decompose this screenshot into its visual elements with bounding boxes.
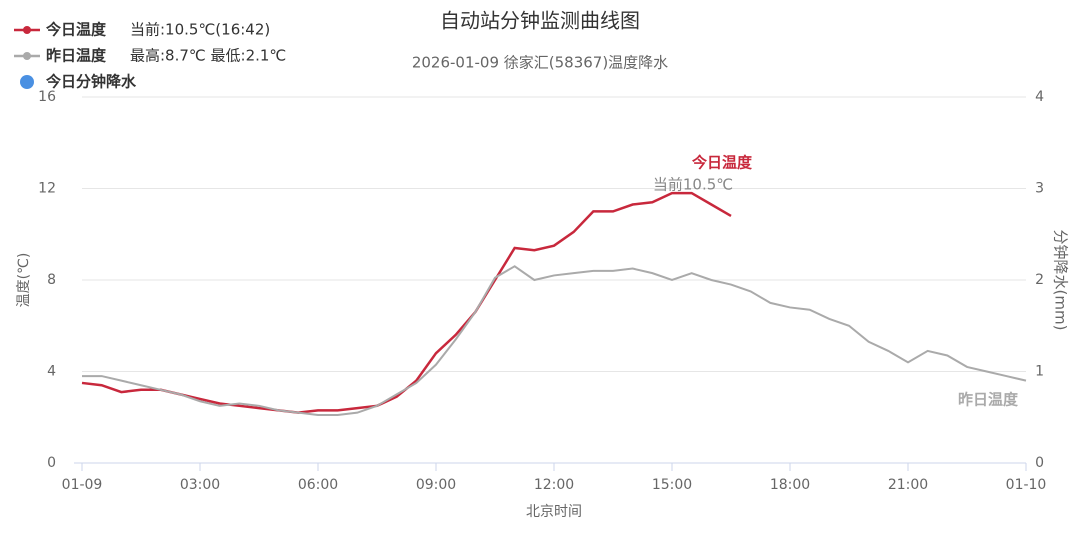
x-tick-label: 18:00	[770, 477, 810, 493]
x-tick-label: 09:00	[416, 477, 456, 493]
series-line	[82, 265, 1027, 416]
y2-tick-label: 3	[1035, 181, 1044, 197]
legend-note: 最高:8.7℃ 最低:2.1℃	[130, 47, 286, 65]
legend-label: 今日分钟降水	[45, 73, 137, 91]
y-tick-label: 4	[47, 364, 56, 380]
x-tick-label: 21:00	[888, 477, 928, 493]
y2-tick-label: 4	[1035, 89, 1044, 105]
x-tick-label: 06:00	[298, 477, 338, 493]
legend-marker	[20, 75, 34, 89]
annotation: 昨日温度	[958, 391, 1019, 409]
legend-marker	[23, 26, 31, 34]
chart-title: 自动站分钟监测曲线图	[440, 9, 640, 33]
y2-tick-label: 1	[1035, 364, 1044, 380]
x-tick-label: 12:00	[534, 477, 574, 493]
y-tick-label: 16	[38, 89, 56, 105]
series-line	[81, 191, 732, 414]
y-axis-label: 温度(℃)	[16, 253, 32, 308]
x-tick-label: 03:00	[180, 477, 220, 493]
x-tick-label: 01-10	[1006, 477, 1047, 493]
y-tick-label: 12	[38, 181, 56, 197]
annotation: 当前10.5℃	[653, 176, 733, 194]
x-tick-label: 15:00	[652, 477, 692, 493]
y-tick-label: 0	[47, 455, 56, 471]
legend-label: 今日温度	[45, 21, 107, 39]
x-tick-label: 01-09	[62, 477, 103, 493]
y2-tick-label: 0	[1035, 455, 1044, 471]
annotation: 今日温度	[691, 154, 753, 172]
y2-tick-label: 2	[1035, 272, 1044, 288]
x-axis-label: 北京时间	[526, 504, 582, 520]
legend-marker	[23, 52, 31, 60]
legend-note: 当前:10.5℃(16:42)	[130, 21, 270, 39]
chart-subtitle: 2026-01-09 徐家汇(58367)温度降水	[412, 54, 668, 72]
y-tick-label: 8	[47, 272, 56, 288]
legend-label: 昨日温度	[46, 47, 107, 65]
y2-axis-label: 分钟降水(mm)	[1052, 230, 1070, 331]
